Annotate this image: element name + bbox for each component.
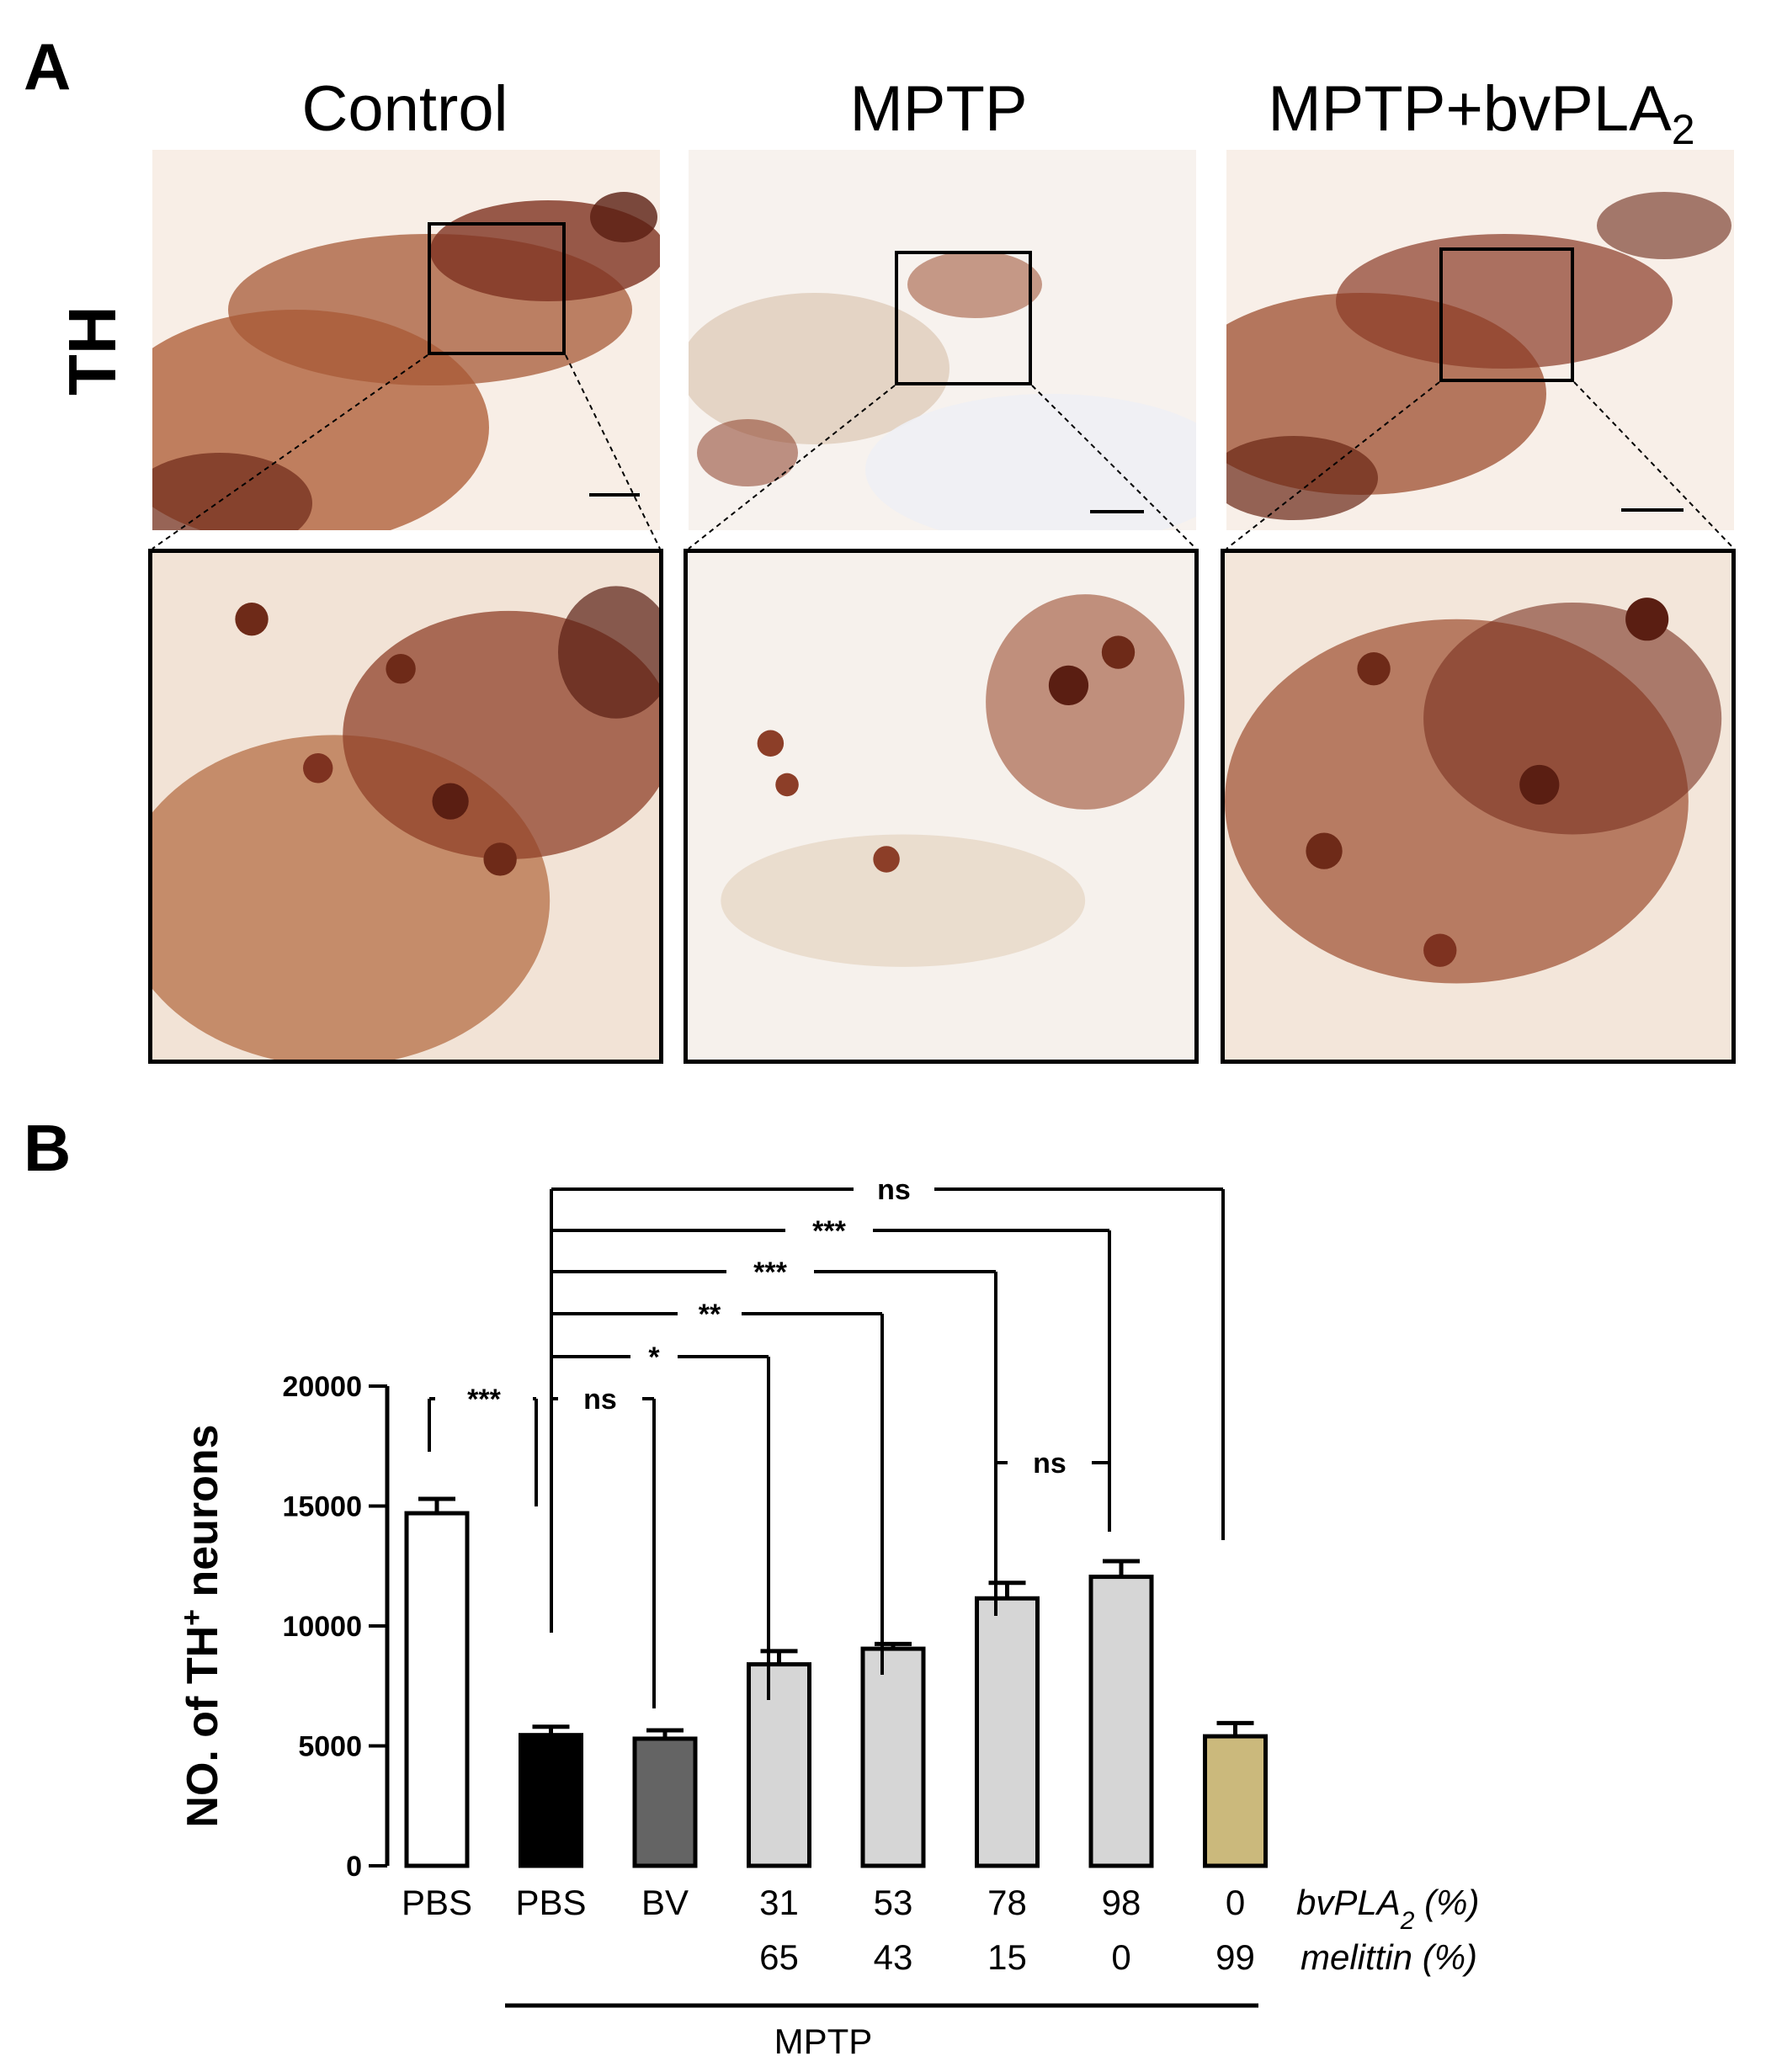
micrograph-mptp-high (684, 549, 1199, 1064)
category-label-row1: 0 (1226, 1883, 1245, 1922)
significance-label: ** (699, 1299, 721, 1331)
region-of-interest-mptp-bvpla2 (1439, 247, 1574, 382)
bar (404, 1511, 470, 1868)
row2-title: melittin (%) (1301, 1937, 1477, 1977)
significance-label: * (648, 1341, 660, 1373)
y-axis-label: NO. of TH+ neurons (176, 1424, 227, 1827)
zoom-guide-lines (152, 354, 1735, 550)
y-axis-label-tail: neurons (178, 1424, 227, 1609)
row1-title-main: bvPLA (1296, 1883, 1401, 1922)
category-label-row2: 99 (1215, 1937, 1255, 1977)
significance-label: ns (583, 1384, 617, 1416)
category-label-row1: 53 (874, 1883, 913, 1922)
y-tick-label: 10000 (282, 1611, 362, 1643)
category-label-row1: 31 (759, 1883, 799, 1922)
y-tick-label: 0 (346, 1851, 362, 1883)
category-label-row2: 0 (1111, 1937, 1130, 1977)
scale-bar-control (589, 493, 640, 497)
scale-bar-mptp (1090, 510, 1144, 513)
scale-bar-mptp-bvpla2 (1621, 508, 1684, 512)
row1-title: bvPLA2 (%) (1296, 1883, 1479, 1935)
category-label-row1: BV (641, 1883, 689, 1922)
significance-label: *** (812, 1215, 846, 1247)
region-of-interest-mptp (895, 251, 1032, 385)
bar (519, 1733, 583, 1868)
column-title-subscript: 2 (1671, 106, 1695, 154)
y-tick-label: 5000 (298, 1731, 362, 1763)
category-label-row2: 43 (874, 1937, 913, 1977)
bar (975, 1596, 1040, 1868)
y-axis-label-superscript: + (176, 1609, 208, 1626)
y-axis-label-main: NO. of TH (178, 1626, 227, 1828)
column-title-mptp: MPTP (849, 73, 1028, 145)
panel-a-label: A (24, 29, 72, 104)
category-label-row1: PBS (402, 1883, 472, 1922)
region-of-interest-control (428, 222, 566, 355)
significance-label: *** (467, 1384, 501, 1416)
y-tick-label: 15000 (282, 1491, 362, 1523)
column-title-main: MPTP+bvPLA (1268, 73, 1672, 145)
bar (1203, 1734, 1268, 1868)
micrograph-control-high (148, 549, 663, 1064)
micrograph-mptp-low (689, 150, 1196, 530)
group-label: MPTP (774, 2022, 873, 2061)
category-label-row2: 65 (759, 1937, 799, 1977)
bar (632, 1736, 698, 1868)
bar (1088, 1575, 1154, 1868)
significance-label: *** (753, 1256, 787, 1288)
column-title-control: Control (301, 73, 508, 145)
category-label-row2: 15 (987, 1937, 1027, 1977)
category-label-row1: 98 (1102, 1883, 1141, 1922)
micrograph-mptp-bvpla2-high (1221, 549, 1736, 1064)
significance-label: ns (877, 1174, 911, 1206)
column-title-mptp-bvpla2: MPTP+bvPLA2 (1212, 77, 1751, 151)
bar (860, 1646, 926, 1868)
micrograph-mptp-bvpla2-low (1226, 150, 1734, 530)
bar (747, 1662, 811, 1868)
category-label-row1: PBS (515, 1883, 586, 1922)
significance-label: ns (1033, 1448, 1067, 1480)
panel-b-label: B (24, 1111, 72, 1185)
y-tick-label: 20000 (282, 1371, 362, 1403)
micrograph-control-low (152, 150, 660, 530)
category-label-row1: 78 (987, 1883, 1027, 1922)
bar-chart: 0 5000 10000 15000 20000 NO. of TH+ neurons PB… (176, 1174, 1479, 2061)
row1-title-tail: (%) (1414, 1883, 1479, 1922)
row1-title-subscript: 2 (1400, 1907, 1415, 1935)
